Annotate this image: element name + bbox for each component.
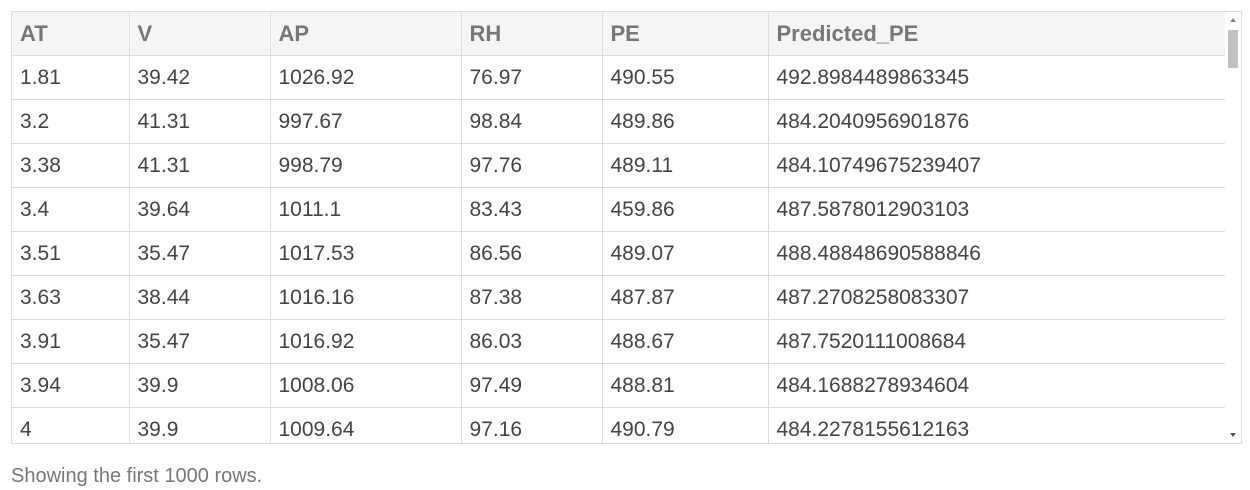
- cell-rh: 97.49: [461, 363, 603, 408]
- cell-v: 39.9: [129, 407, 271, 443]
- column-header-at[interactable]: AT: [12, 12, 130, 56]
- cell-ap: 1026.92: [270, 55, 462, 100]
- cell-pe: 490.79: [602, 407, 769, 443]
- column-header-pe[interactable]: PE: [602, 12, 769, 56]
- cell-ap: 998.79: [270, 143, 462, 188]
- table-row: 3.38 41.31 998.79 97.76 489.11 484.1074967523…: [12, 143, 1225, 188]
- cell-at: 3.91: [12, 319, 130, 364]
- table-row: 3.51 35.47 1017.53 86.56 489.07 488.488486905…: [12, 231, 1225, 276]
- cell-v: 41.31: [129, 99, 271, 144]
- cell-predicted-pe: 488.48848690588846: [768, 231, 1225, 276]
- cell-v: 35.47: [129, 319, 271, 364]
- cell-pe: 488.67: [602, 319, 769, 364]
- cell-ap: 997.67: [270, 99, 462, 144]
- cell-at: 3.63: [12, 275, 130, 320]
- cell-pe: 459.86: [602, 187, 769, 232]
- row-limit-note: Showing the first 1000 rows.: [11, 465, 263, 487]
- table-header: AT V AP RH PE Predicted_PE: [12, 12, 1225, 56]
- cell-v: 35.47: [129, 231, 271, 276]
- cell-at: 3.94: [12, 363, 130, 408]
- column-header-predicted-pe[interactable]: Predicted_PE: [768, 12, 1225, 56]
- results-table: AT V AP RH PE Predicted_PE 1.81 39.42 1026…: [12, 12, 1225, 443]
- cell-predicted-pe: 492.8984489863345: [768, 55, 1225, 100]
- column-header-v[interactable]: V: [129, 12, 271, 56]
- column-header-ap[interactable]: AP: [270, 12, 462, 56]
- cell-v: 39.64: [129, 187, 271, 232]
- cell-at: 3.38: [12, 143, 130, 188]
- cell-ap: 1016.92: [270, 319, 462, 364]
- cell-v: 39.42: [129, 55, 271, 100]
- table-row: 3.63 38.44 1016.16 87.38 487.87 487.270825808…: [12, 275, 1225, 320]
- chevron-down-icon: [1230, 433, 1236, 437]
- scroll-up-button[interactable]: [1225, 12, 1241, 28]
- cell-rh: 86.03: [461, 319, 603, 364]
- cell-predicted-pe: 484.10749675239407: [768, 143, 1225, 188]
- table-body: 1.81 39.42 1026.92 76.97 490.55 492.898448986…: [12, 55, 1225, 443]
- cell-pe: 489.11: [602, 143, 769, 188]
- cell-at: 1.81: [12, 55, 130, 100]
- table-row: 3.2 41.31 997.67 98.84 489.86 484.20409569018…: [12, 99, 1225, 144]
- cell-v: 41.31: [129, 143, 271, 188]
- table-row: 3.4 39.64 1011.1 83.43 459.86 487.58780129031…: [12, 187, 1225, 232]
- cell-rh: 86.56: [461, 231, 603, 276]
- cell-predicted-pe: 487.2708258083307: [768, 275, 1225, 320]
- header-row: AT V AP RH PE Predicted_PE: [12, 12, 1225, 56]
- cell-predicted-pe: 487.7520111008684: [768, 319, 1225, 364]
- cell-pe: 489.07: [602, 231, 769, 276]
- cell-predicted-pe: 484.2040956901876: [768, 99, 1225, 144]
- table-row: 4 39.9 1009.64 97.16 490.79 484.2278155612163: [12, 407, 1225, 443]
- scroll-thumb[interactable]: [1228, 30, 1238, 68]
- table-row: 3.94 39.9 1008.06 97.49 488.81 484.1688278934…: [12, 363, 1225, 408]
- scroll-down-button[interactable]: [1225, 427, 1241, 443]
- cell-predicted-pe: 487.5878012903103: [768, 187, 1225, 232]
- cell-rh: 98.84: [461, 99, 603, 144]
- cell-pe: 488.81: [602, 363, 769, 408]
- cell-rh: 87.38: [461, 275, 603, 320]
- results-table-container: AT V AP RH PE Predicted_PE 1.81 39.42 1026…: [11, 11, 1242, 444]
- cell-v: 38.44: [129, 275, 271, 320]
- cell-rh: 83.43: [461, 187, 603, 232]
- cell-ap: 1016.16: [270, 275, 462, 320]
- cell-rh: 97.16: [461, 407, 603, 443]
- cell-at: 3.2: [12, 99, 130, 144]
- table-row: 1.81 39.42 1026.92 76.97 490.55 492.898448986…: [12, 55, 1225, 100]
- cell-ap: 1008.06: [270, 363, 462, 408]
- cell-pe: 490.55: [602, 55, 769, 100]
- cell-rh: 97.76: [461, 143, 603, 188]
- table-viewport[interactable]: AT V AP RH PE Predicted_PE 1.81 39.42 1026…: [12, 12, 1225, 443]
- cell-predicted-pe: 484.1688278934604: [768, 363, 1225, 408]
- cell-at: 3.4: [12, 187, 130, 232]
- cell-ap: 1017.53: [270, 231, 462, 276]
- column-header-rh[interactable]: RH: [461, 12, 603, 56]
- cell-ap: 1009.64: [270, 407, 462, 443]
- table-row: 3.91 35.47 1016.92 86.03 488.67 487.752011100…: [12, 319, 1225, 364]
- cell-ap: 1011.1: [270, 187, 462, 232]
- chevron-up-icon: [1230, 18, 1236, 22]
- cell-at: 3.51: [12, 231, 130, 276]
- cell-at: 4: [12, 407, 130, 443]
- cell-pe: 489.86: [602, 99, 769, 144]
- cell-v: 39.9: [129, 363, 271, 408]
- cell-rh: 76.97: [461, 55, 603, 100]
- vertical-scrollbar[interactable]: [1225, 12, 1241, 443]
- cell-pe: 487.87: [602, 275, 769, 320]
- cell-predicted-pe: 484.2278155612163: [768, 407, 1225, 443]
